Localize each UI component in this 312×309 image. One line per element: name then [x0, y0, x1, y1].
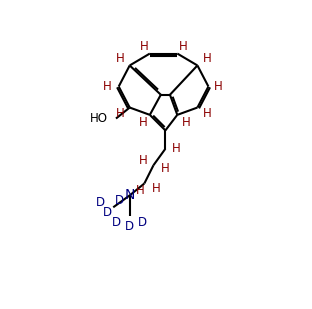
Text: H: H: [161, 162, 169, 175]
Text: H: H: [182, 116, 191, 129]
Text: H: H: [140, 40, 149, 53]
Text: N: N: [124, 188, 135, 202]
Text: D: D: [138, 216, 147, 229]
Text: D: D: [125, 220, 134, 233]
Text: D: D: [103, 206, 112, 219]
Text: D: D: [115, 194, 124, 207]
Text: H: H: [178, 40, 187, 53]
Text: H: H: [115, 52, 124, 65]
Text: H: H: [136, 184, 144, 197]
Text: H: H: [214, 80, 223, 93]
Text: HO: HO: [90, 112, 108, 125]
Text: H: H: [139, 154, 148, 167]
Text: H: H: [203, 108, 212, 121]
Text: H: H: [139, 116, 148, 129]
Text: H: H: [203, 52, 212, 65]
Text: D: D: [112, 216, 121, 229]
Text: D: D: [96, 196, 105, 209]
Text: H: H: [103, 80, 111, 93]
Text: H: H: [152, 182, 160, 195]
Text: H: H: [115, 108, 124, 121]
Text: H: H: [172, 142, 181, 155]
